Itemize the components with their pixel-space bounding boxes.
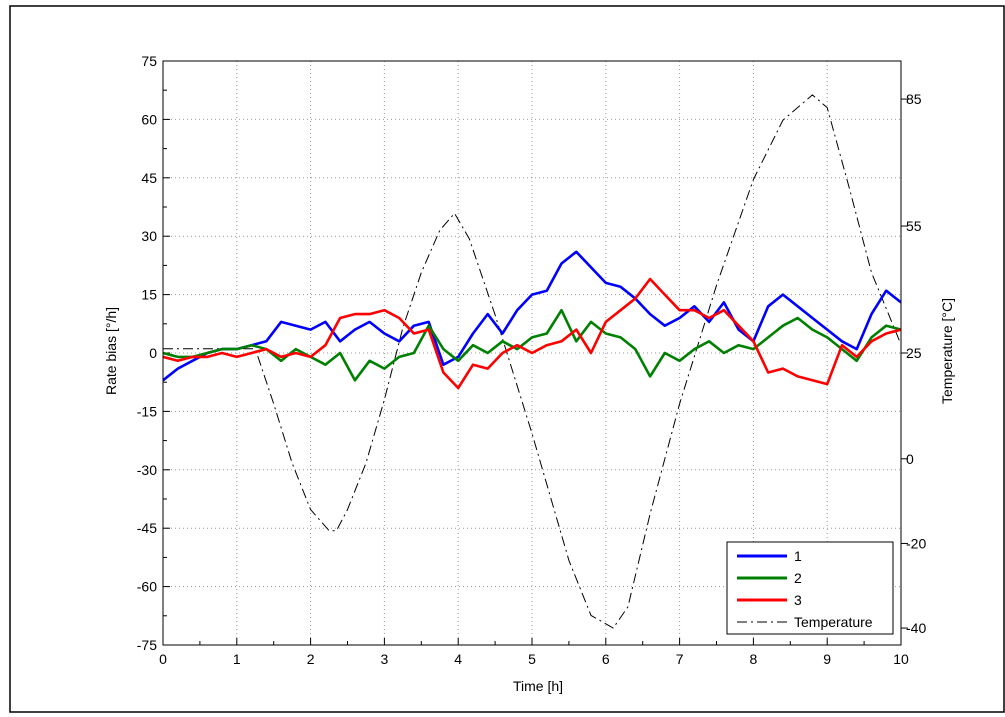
y2-tick-label: 85 (906, 91, 922, 107)
y2-tick-label: 25 (906, 345, 922, 361)
legend: 1 2 3 Temperature (726, 541, 894, 635)
plot-area-border (162, 60, 902, 646)
x-tick-label: 1 (233, 651, 241, 667)
x-tick-label: 3 (381, 651, 389, 667)
y-tick-label: 45 (141, 170, 157, 186)
legend-label: Temperature (794, 614, 873, 630)
y2-tick-labels: -40 -20 0 25 55 85 (906, 91, 926, 636)
y-tick-label: 15 (141, 287, 157, 303)
y-tick-label: -60 (137, 579, 157, 595)
y2-tick-label: -40 (906, 620, 926, 636)
y2-tick-label: 55 (906, 218, 922, 234)
x-tick-label: 6 (602, 651, 610, 667)
x-tick-label: 8 (750, 651, 758, 667)
x-tick-label: 0 (159, 651, 167, 667)
legend-label: 2 (794, 570, 802, 586)
y2-axis-label: Temperature [°C] (939, 298, 955, 404)
y2-tick-label: -20 (906, 535, 926, 551)
x-tick-label: 10 (893, 651, 909, 667)
legend-label: 3 (794, 592, 802, 608)
y-tick-label: -45 (137, 520, 157, 536)
y-tick-label: -75 (137, 637, 157, 653)
y-tick-labels: -75 -60 -45 -30 -15 0 15 30 45 60 75 (137, 53, 157, 653)
x-tick-label: 5 (528, 651, 536, 667)
series-line-temperature (163, 94, 901, 629)
y-tick-label: 30 (141, 228, 157, 244)
x-tick-label: 4 (454, 651, 462, 667)
x-tick-label: 9 (823, 651, 831, 667)
y-tick-label: 0 (149, 345, 157, 361)
figure-border (9, 5, 1005, 713)
legend-label: 1 (794, 548, 802, 564)
x-tick-labels: 0 1 2 3 4 5 6 7 8 9 10 (159, 651, 909, 667)
y-axis-label: Rate bias [°/h] (103, 307, 119, 395)
x-tick-label: 7 (676, 651, 684, 667)
y-tick-label: 60 (141, 111, 157, 127)
y-tick-label: 75 (141, 53, 157, 69)
y-tick-label: -30 (137, 462, 157, 478)
series-line-1 (163, 250, 901, 382)
series-layer (163, 94, 901, 629)
y2-tick-label: 0 (906, 451, 914, 467)
series-line-3 (163, 277, 901, 390)
x-axis-label: Time [h] (513, 678, 563, 694)
x-tick-label: 2 (307, 651, 315, 667)
y-tick-label: -15 (137, 403, 157, 419)
